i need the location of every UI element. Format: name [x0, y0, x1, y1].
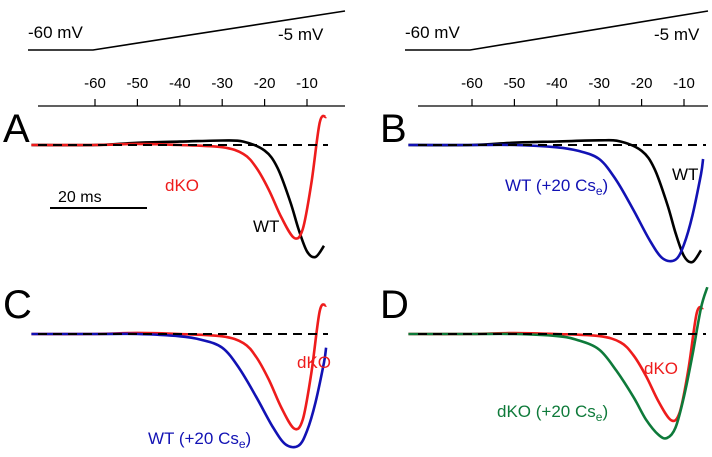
- trace-label-dko: dKO: [297, 353, 331, 372]
- trace-label-dko-cs: dKO (+20 Cse): [497, 402, 608, 424]
- protocol-start-label-right: -60 mV: [405, 23, 460, 42]
- axis-tick-label: -30: [211, 75, 233, 92]
- trace-label-wt: WT: [672, 165, 698, 184]
- panel-a: A WT dKO: [3, 107, 328, 259]
- axis-tick-label: -40: [169, 75, 191, 92]
- voltage-protocol-left: -60 mV -5 mV: [28, 10, 346, 51]
- axis-tick-label: -20: [254, 75, 276, 92]
- voltage-ramp-right: [405, 10, 709, 51]
- trace-dko: [31, 303, 327, 431]
- protocol-end-label-right: -5 mV: [654, 25, 700, 44]
- axis-tick-label: -10: [673, 75, 695, 92]
- panel-c: C dKO WT (+20 Cse): [3, 283, 331, 451]
- axis-tick-label: -50: [127, 75, 149, 92]
- trace-label-wt-cs: WT (+20 Cse): [148, 429, 251, 451]
- axis-tick-label: -10: [296, 75, 318, 92]
- panel-letter-a: A: [3, 107, 30, 151]
- axis-tick-label: -30: [588, 75, 610, 92]
- axis-tick-label: -50: [504, 75, 526, 92]
- axis-tick-label: -40: [546, 75, 568, 92]
- voltage-protocol-right: -60 mV -5 mV: [405, 10, 709, 51]
- scale-bar-label: 20 ms: [58, 189, 102, 206]
- panel-letter-b: B: [380, 107, 407, 151]
- time-scale-bar: 20 ms: [50, 189, 147, 209]
- voltage-ramp-left: [28, 10, 346, 51]
- panel-letter-d: D: [380, 283, 409, 327]
- trace-wt: [408, 138, 703, 264]
- panel-letter-c: C: [3, 283, 32, 327]
- panel-d: D dKO dKO (+20 Cse): [380, 283, 709, 440]
- voltage-axis-right: -60 -50 -40 -30 -20 -10: [418, 75, 708, 107]
- trace-label-wt-cs: WT (+20 Cse): [505, 176, 608, 198]
- voltage-axis-left: -60 -50 -40 -30 -20 -10: [38, 75, 345, 107]
- protocol-start-label-left: -60 mV: [28, 23, 83, 42]
- axis-tick-label: -60: [461, 75, 483, 92]
- trace-label-dko: dKO: [644, 359, 678, 378]
- axis-tick-label: -60: [84, 75, 106, 92]
- trace-dko: [31, 114, 327, 240]
- trace-label-wt: WT: [253, 217, 279, 236]
- panel-b: B WT WT (+20 Cse): [380, 107, 706, 264]
- axis-tick-label: -20: [631, 75, 653, 92]
- trace-dko-cs: [408, 286, 709, 440]
- trace-wt-cs: [408, 143, 705, 263]
- protocol-end-label-left: -5 mV: [278, 25, 324, 44]
- trace-label-dko: dKO: [165, 176, 199, 195]
